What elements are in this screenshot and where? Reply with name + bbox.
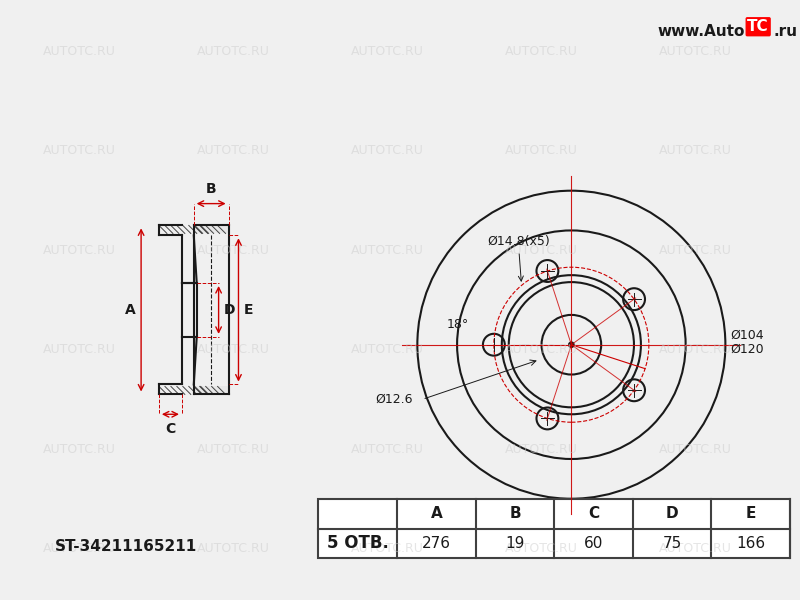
Text: 60: 60 [584,536,603,551]
Text: 18°: 18° [447,319,470,331]
Text: AUTOTC.RU: AUTOTC.RU [351,542,424,555]
Text: AUTOTC.RU: AUTOTC.RU [351,244,424,257]
Text: AUTOTC.RU: AUTOTC.RU [351,145,424,157]
Text: AUTOTC.RU: AUTOTC.RU [505,45,578,58]
Text: AUTOTC.RU: AUTOTC.RU [197,145,270,157]
Text: AUTOTC.RU: AUTOTC.RU [505,443,578,455]
Text: AUTOTC.RU: AUTOTC.RU [43,244,116,257]
Bar [318,499,790,559]
Text: Ø104: Ø104 [730,328,764,341]
Text: 276: 276 [422,536,451,551]
Text: 166: 166 [736,536,766,551]
Text: B: B [510,506,521,521]
Text: AUTOTC.RU: AUTOTC.RU [43,443,116,455]
FancyBboxPatch shape [746,18,770,35]
Text: 5 ОТВ.: 5 ОТВ. [326,535,389,553]
Text: AUTOTC.RU: AUTOTC.RU [43,145,116,157]
Text: AUTOTC.RU: AUTOTC.RU [505,244,578,257]
Text: C: C [588,506,599,521]
Text: AUTOTC.RU: AUTOTC.RU [659,443,732,455]
Text: 19: 19 [506,536,525,551]
Text: ST-34211165211: ST-34211165211 [54,539,197,554]
Text: AUTOTC.RU: AUTOTC.RU [43,343,116,356]
Text: Ø12.6: Ø12.6 [375,393,412,406]
Text: AUTOTC.RU: AUTOTC.RU [505,343,578,356]
Text: C: C [166,422,175,436]
Text: 75: 75 [662,536,682,551]
Text: AUTOTC.RU: AUTOTC.RU [197,542,270,555]
Text: AUTOTC.RU: AUTOTC.RU [43,45,116,58]
Text: E: E [243,303,253,317]
Text: AUTOTC.RU: AUTOTC.RU [505,145,578,157]
Text: AUTOTC.RU: AUTOTC.RU [659,343,732,356]
Text: D: D [666,506,678,521]
Text: AUTOTC.RU: AUTOTC.RU [197,343,270,356]
Text: AUTOTC.RU: AUTOTC.RU [659,542,732,555]
Text: AUTOTC.RU: AUTOTC.RU [505,542,578,555]
Text: AUTOTC.RU: AUTOTC.RU [43,542,116,555]
Text: AUTOTC.RU: AUTOTC.RU [197,443,270,455]
Text: www.Auto: www.Auto [658,24,746,39]
Text: A: A [431,506,442,521]
Text: AUTOTC.RU: AUTOTC.RU [659,244,732,257]
Text: A: A [126,303,136,317]
Text: Ø120: Ø120 [730,343,764,356]
Text: AUTOTC.RU: AUTOTC.RU [197,45,270,58]
Text: .ru: .ru [773,24,797,39]
Text: TC: TC [747,19,769,34]
Circle shape [568,342,574,347]
Text: Ø14.8(x5): Ø14.8(x5) [487,235,550,281]
Text: E: E [746,506,756,521]
Text: AUTOTC.RU: AUTOTC.RU [351,443,424,455]
Text: AUTOTC.RU: AUTOTC.RU [351,45,424,58]
Text: AUTOTC.RU: AUTOTC.RU [351,343,424,356]
Text: AUTOTC.RU: AUTOTC.RU [659,45,732,58]
Text: D: D [223,303,235,317]
Text: AUTOTC.RU: AUTOTC.RU [197,244,270,257]
Text: AUTOTC.RU: AUTOTC.RU [659,145,732,157]
Text: B: B [206,182,217,196]
